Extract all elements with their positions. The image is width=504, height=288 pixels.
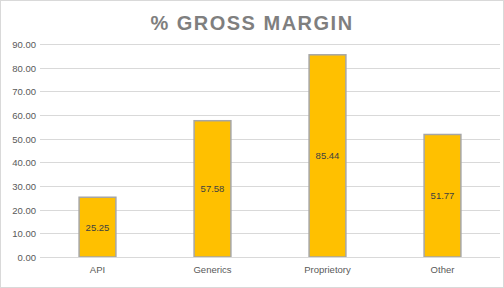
- title: % GROSS MARGIN: [150, 12, 353, 34]
- y-tick-label: 60.00: [12, 110, 36, 121]
- grid-line: [40, 115, 500, 116]
- grid-line: [40, 257, 500, 258]
- data-label: 85.44: [316, 150, 340, 161]
- y-tick-label: 90.00: [12, 39, 36, 50]
- grid-line: [40, 91, 500, 92]
- y-tick-label: 80.00: [12, 63, 36, 74]
- bar: [194, 121, 231, 257]
- x-tick-label: Other: [431, 264, 455, 275]
- y-tick-label: 10.00: [12, 228, 36, 239]
- y-tick-label: 30.00: [12, 181, 36, 192]
- bars: [79, 55, 461, 257]
- bar: [309, 55, 346, 257]
- labels: 25.25 57.58 85.44 51.77: [86, 150, 455, 232]
- data-label: 57.58: [201, 183, 225, 194]
- y-tick-label: 40.00: [12, 157, 36, 168]
- chart-border: [1, 1, 504, 288]
- grid-line: [40, 44, 500, 45]
- bar: [424, 134, 461, 257]
- data-label: 25.25: [86, 222, 110, 233]
- y-tick-label: 0.00: [18, 252, 37, 263]
- chart-root: % GROSS MARGIN 0.00 10.00 20.00 30.00 40.00 50…: [0, 0, 504, 288]
- bar: [79, 197, 116, 257]
- y-tick-label: 50.00: [12, 134, 36, 145]
- grid: [40, 45, 500, 258]
- x-tick-label: Generics: [193, 264, 231, 275]
- y-tick-label: 70.00: [12, 86, 36, 97]
- chart: % GROSS MARGIN 0.00 10.00 20.00 30.00 40.00 50…: [0, 0, 504, 288]
- x-tick-label: API: [90, 264, 105, 275]
- data-label: 51.77: [431, 190, 455, 201]
- y-tick-label: 20.00: [12, 205, 36, 216]
- grid-line: [40, 68, 500, 69]
- x-tick-label: Proprietory: [304, 264, 351, 275]
